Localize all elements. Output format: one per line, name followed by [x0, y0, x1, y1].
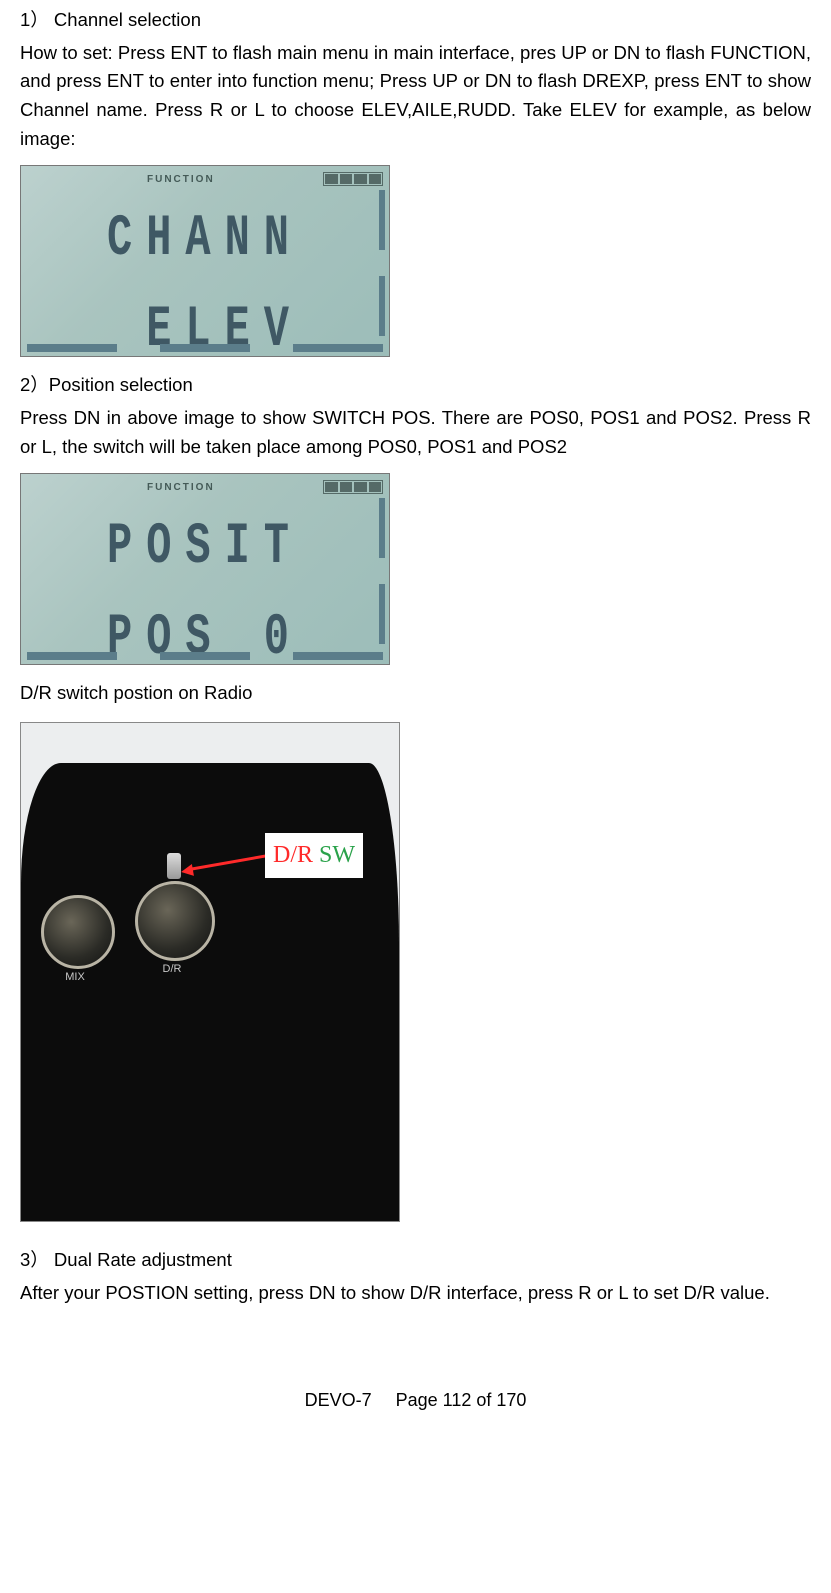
section2-body: Press DN in above image to show SWITCH P…: [20, 404, 811, 461]
lcd-screenshot-position: FUNCTION POSIT POS 0: [20, 473, 390, 665]
annotation-arrow-head: [180, 864, 194, 878]
lcd2-side-bars: [379, 498, 385, 644]
lcd1-bottom-bars: [27, 344, 383, 352]
radio-body: [21, 763, 399, 1221]
document-page: 1） Channel selection How to set: Press E…: [0, 0, 831, 1435]
mix-dial: [41, 895, 115, 969]
lcd1-side-bars: [379, 190, 385, 336]
radio-photo: MIX D/R D/R SW: [20, 722, 400, 1222]
dr-switch: [167, 853, 181, 879]
dr-dial-label: D/R: [157, 961, 187, 978]
dr-dial: [135, 881, 215, 961]
dr-sw-green: SW: [313, 842, 355, 868]
lcd1-line1: CHANN: [27, 194, 383, 285]
lcd-screenshot-channel: FUNCTION CHANN ELEV: [20, 165, 390, 357]
lcd2-topbar: FUNCTION: [27, 478, 383, 496]
section1-title: 1） Channel selection: [20, 6, 811, 35]
dr-sw-red: D/R: [273, 842, 313, 868]
section1-body: How to set: Press ENT to flash main menu…: [20, 39, 811, 154]
battery-icon: [323, 480, 383, 494]
lcd2-function-label: FUNCTION: [147, 480, 215, 496]
lcd2-line1: POSIT: [27, 502, 383, 593]
page-footer: DEVO-7 Page 112 of 170: [20, 1387, 811, 1415]
dr-sw-annotation: D/R SW: [265, 833, 363, 878]
lcd1-line2: ELEV: [27, 285, 383, 376]
section3-body: After your POSTION setting, press DN to …: [20, 1279, 811, 1308]
mix-dial-label: MIX: [55, 969, 95, 986]
footer-page: Page 112 of 170: [396, 1390, 527, 1410]
footer-model: DEVO-7: [305, 1390, 372, 1410]
battery-icon: [323, 172, 383, 186]
lcd1-function-label: FUNCTION: [147, 172, 215, 188]
lcd2-line2: POS 0: [27, 593, 383, 684]
section3-title: 3） Dual Rate adjustment: [20, 1246, 811, 1275]
lcd2-bottom-bars: [27, 652, 383, 660]
lcd1-topbar: FUNCTION: [27, 170, 383, 188]
